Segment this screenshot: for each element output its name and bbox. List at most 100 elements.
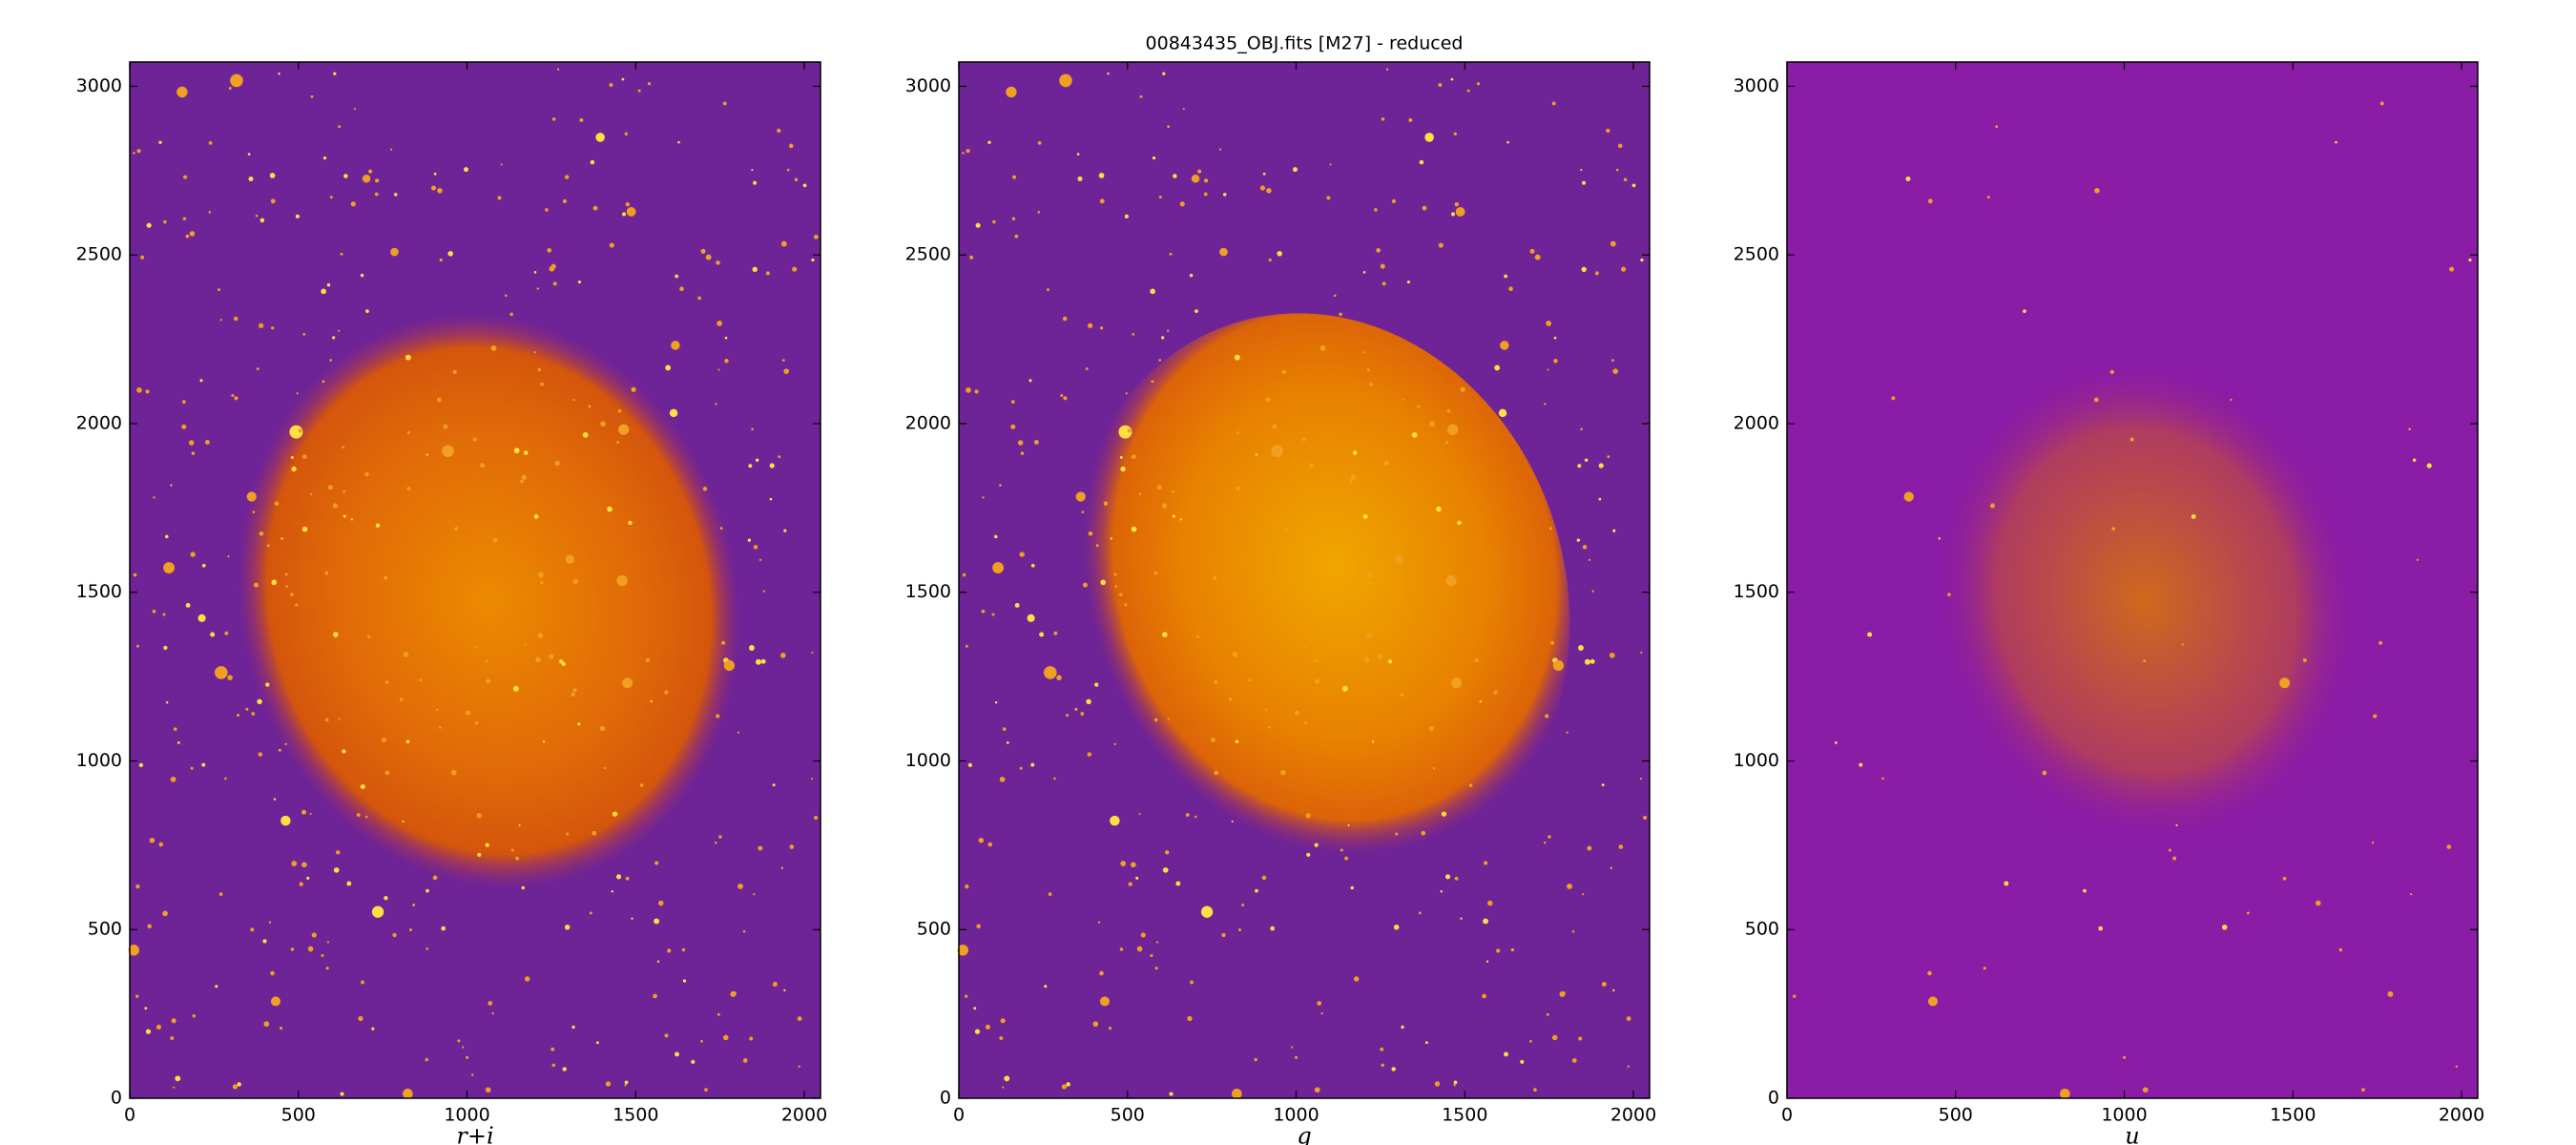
star [1485,960,1489,963]
star [1179,201,1185,207]
star [1017,440,1024,446]
star [1582,545,1588,550]
star [656,960,660,963]
star [600,421,606,427]
star [1543,842,1547,844]
star [758,845,763,851]
star [1339,312,1342,317]
star [700,1039,703,1043]
star [1428,725,1435,732]
star [521,474,527,480]
star [1578,1036,1583,1041]
star [551,1047,555,1051]
star [1262,172,1266,176]
star [156,1024,161,1030]
star [1228,697,1233,701]
star [2109,369,2114,374]
image [1786,61,2479,1099]
star [1947,593,1951,596]
star [280,537,283,540]
star [1582,893,1585,896]
star [637,89,641,93]
star [1551,101,1556,106]
star [747,538,752,542]
star [1153,571,1158,575]
star [1548,527,1552,531]
star [163,219,167,224]
star [625,876,630,881]
star [145,389,150,394]
star [1020,451,1025,455]
star [749,1036,754,1041]
star [1315,678,1320,684]
star [466,1055,469,1059]
star [368,169,373,174]
star [289,425,303,439]
star [296,392,299,395]
star [1241,903,1245,906]
star [559,659,564,664]
star [571,692,575,697]
star [625,202,630,207]
star [991,613,995,616]
star [181,400,186,405]
star [1156,485,1162,490]
star [814,815,819,821]
star [1140,932,1146,938]
star [626,207,636,217]
star [1905,176,1911,182]
star [982,496,985,499]
star [1445,574,1457,587]
star [2410,893,2413,896]
star [1232,1088,1242,1099]
star [477,852,482,857]
star [1294,710,1299,716]
star [1576,538,1581,542]
star [577,722,581,726]
star [250,927,255,932]
star [266,544,270,548]
star [218,892,223,896]
star [454,527,459,531]
star [1019,552,1025,557]
star [338,329,341,332]
star [1594,271,1599,276]
star [612,811,618,817]
star [975,222,981,228]
star [1066,1082,1070,1087]
star [270,326,275,330]
x-tick-label: 2000 [781,1105,827,1126]
star [1581,266,1587,272]
star [664,1033,669,1038]
star [291,466,297,472]
star [783,529,787,532]
star [1454,876,1459,881]
star [1131,862,1136,868]
star [783,368,790,374]
star [462,1046,465,1049]
star [1011,217,1016,220]
star [1086,698,1091,705]
star [343,174,348,178]
star [520,479,524,484]
star [1204,178,1209,183]
star [572,688,577,693]
star [1445,441,1449,445]
star [1151,380,1154,384]
star [778,455,781,459]
star [255,214,259,218]
star [1043,666,1057,679]
star [426,947,428,950]
star [512,685,519,692]
star [1303,646,1306,649]
star [273,798,277,801]
star [595,133,605,142]
star [700,248,706,254]
star [999,484,1002,487]
star [1615,168,1619,172]
x-tick-label: 0 [124,1105,135,1126]
star [957,945,969,956]
star [1393,924,1400,930]
star [752,180,758,185]
star [1621,266,1627,272]
